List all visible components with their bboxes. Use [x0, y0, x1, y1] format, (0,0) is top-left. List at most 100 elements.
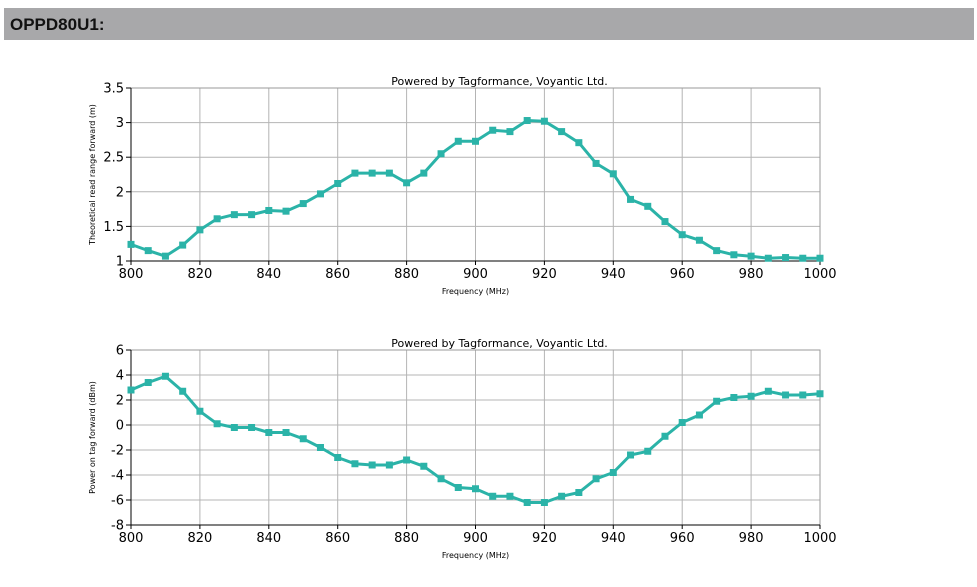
range-data-point-30 [644, 202, 652, 210]
power-data-point-4 [196, 407, 204, 415]
range-data-point-2 [161, 252, 169, 260]
power-y-tick-label-1: -6 [111, 494, 124, 509]
range-data-point-1 [144, 247, 152, 255]
range-data-point-11 [316, 190, 324, 198]
power-data-point-23 [523, 499, 531, 506]
range-data-point-12 [334, 179, 342, 187]
range-data-point-27 [592, 159, 600, 167]
power-data-point-24 [540, 499, 548, 506]
range-data-point-21 [489, 126, 497, 134]
range-data-point-0 [127, 240, 135, 248]
power-data-point-29 [627, 451, 635, 459]
range-data-point-10 [299, 200, 307, 208]
power-data-point-27 [592, 475, 600, 483]
range-x-tick-label-1: 820 [187, 267, 212, 282]
range-data-point-33 [695, 236, 703, 244]
range-data-point-13 [351, 169, 359, 177]
power-x-tick-label-9: 980 [739, 531, 764, 546]
power-y-tick-label-7: 6 [116, 344, 124, 359]
power-watermark: Powered by Tagformance, Voyantic Ltd. [391, 337, 608, 350]
range-x-tick-label-7: 940 [601, 267, 626, 282]
power-data-point-32 [678, 419, 686, 426]
range-data-point-31 [661, 218, 669, 226]
power-data-point-8 [265, 429, 273, 436]
power-data-point-26 [575, 489, 583, 496]
range-data-point-3 [179, 241, 187, 249]
range-y-tick-label-5: 3.5 [103, 82, 124, 97]
power-data-point-40 [816, 390, 824, 398]
power-data-point-6 [230, 424, 238, 431]
power-data-point-33 [695, 411, 703, 419]
read-range-chart: 800 820 840 860 880 900 920 940 960 980 1000 1 1.5 2 2… [88, 75, 837, 296]
power-x-tick-label-8: 960 [670, 531, 695, 546]
power-data-point-12 [334, 454, 342, 461]
power-x-tick-label-3: 860 [325, 531, 350, 546]
range-x-tick-label-3: 860 [325, 267, 350, 282]
power-y-tick-label-4: 0 [116, 419, 124, 434]
power-data-point-30 [644, 447, 652, 455]
range-data-point-5 [213, 215, 221, 223]
power-data-point-16 [403, 456, 411, 464]
range-data-point-22 [506, 128, 514, 136]
power-data-point-35 [730, 394, 738, 401]
power-data-point-9 [282, 429, 290, 436]
power-x-axis-title: Frequency (MHz) [442, 551, 509, 560]
power-data-point-10 [299, 435, 307, 443]
range-y-axis-title: Theoretical read range forward (m) [88, 104, 97, 246]
power-data-point-11 [316, 444, 324, 451]
power-y-axis-title: Power on tag forward (dBm) [88, 381, 97, 494]
power-data-point-39 [799, 391, 807, 399]
power-x-tick-label-10: 1000 [803, 531, 836, 546]
power-x-tick-label-7: 940 [601, 531, 626, 546]
range-watermark: Powered by Tagformance, Voyantic Ltd. [391, 75, 608, 88]
range-x-tick-label-0: 800 [119, 267, 144, 282]
range-x-tick-label-2: 840 [256, 267, 281, 282]
power-data-point-25 [558, 492, 566, 500]
power-y-tick-label-0: -8 [111, 519, 124, 534]
range-data-point-9 [282, 207, 290, 215]
range-data-point-38 [782, 254, 790, 262]
range-data-point-37 [764, 254, 772, 262]
power-data-point-15 [385, 461, 393, 469]
range-data-point-16 [403, 179, 411, 187]
power-data-point-3 [179, 387, 187, 395]
range-x-tick-label-6: 920 [532, 267, 557, 282]
range-x-axis-title: Frequency (MHz) [442, 287, 509, 296]
range-data-point-35 [730, 251, 738, 259]
range-y-tick-label-0: 1 [116, 255, 124, 270]
range-x-tick-label-4: 880 [394, 267, 419, 282]
range-data-point-6 [230, 211, 238, 219]
power-data-point-7 [248, 424, 256, 431]
power-data-point-28 [609, 469, 617, 476]
power-data-point-22 [506, 492, 514, 500]
power-x-tick-label-0: 800 [119, 531, 144, 546]
power-data-point-31 [661, 432, 669, 440]
range-data-point-29 [627, 195, 635, 203]
power-data-point-36 [747, 392, 755, 400]
power-data-point-21 [489, 492, 497, 500]
range-data-point-19 [454, 137, 462, 145]
range-data-point-34 [713, 247, 721, 255]
range-y-tick-label-3: 2.5 [103, 151, 124, 166]
range-y-tick-label-1: 1.5 [103, 220, 124, 235]
range-data-point-17 [420, 169, 428, 177]
power-x-tick-label-2: 840 [256, 531, 281, 546]
range-y-tick-label-4: 3 [116, 116, 124, 131]
range-data-point-8 [265, 206, 273, 214]
range-data-point-15 [385, 169, 393, 177]
range-data-point-32 [678, 231, 686, 239]
range-data-point-4 [196, 226, 204, 234]
power-data-point-17 [420, 462, 428, 470]
power-x-tick-label-1: 820 [187, 531, 212, 546]
range-y-tick-label-2: 2 [116, 185, 124, 200]
range-data-point-20 [472, 137, 479, 145]
section-title: OPPD80U1: [10, 15, 105, 34]
power-y-tick-label-5: 2 [116, 394, 124, 409]
power-data-point-19 [454, 484, 462, 491]
power-data-point-0 [127, 386, 135, 394]
range-data-point-36 [747, 252, 755, 260]
power-data-point-38 [782, 391, 790, 399]
range-x-tick-label-9: 980 [739, 267, 764, 282]
power-data-point-18 [437, 475, 445, 483]
